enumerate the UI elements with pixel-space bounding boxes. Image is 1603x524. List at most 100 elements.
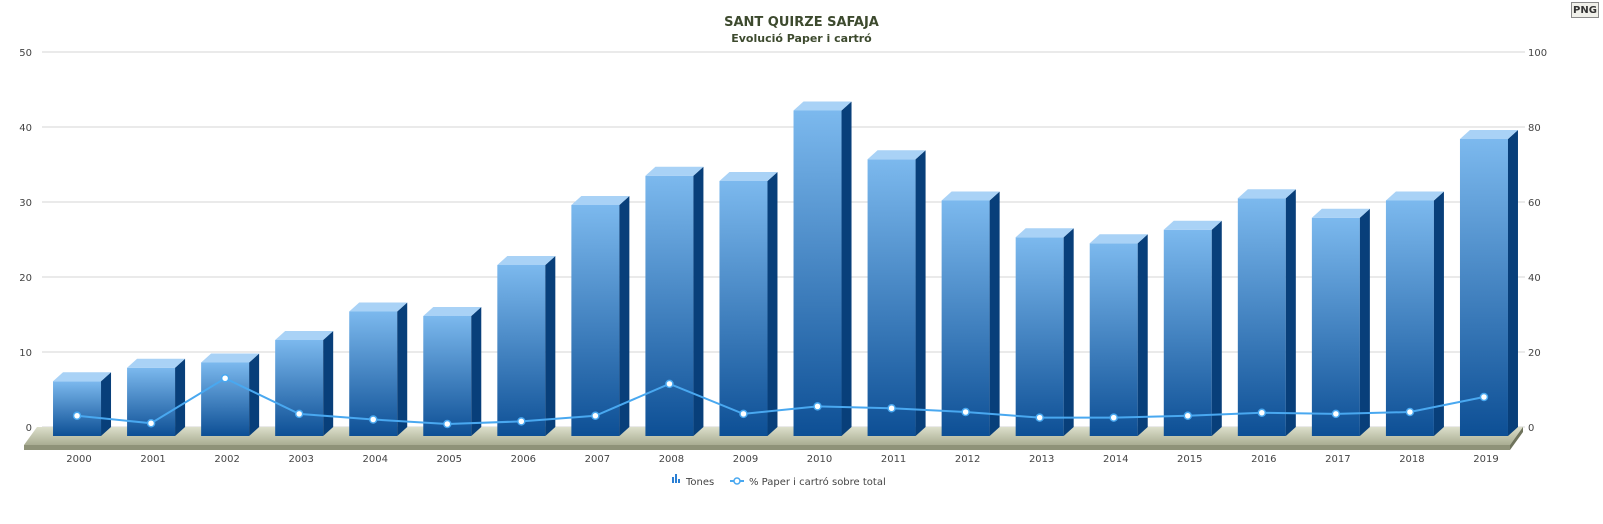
floor-front [24, 445, 1510, 450]
line-point [72, 411, 82, 420]
y-right-tick-label: 100 [1528, 48, 1547, 59]
x-tick-label: 2008 [659, 454, 684, 465]
chart-subtitle: Evolució Paper i cartró [731, 32, 872, 45]
x-tick-label: 2015 [1177, 454, 1202, 465]
line-point [294, 409, 304, 419]
line-point [665, 379, 674, 389]
bar-side [693, 166, 704, 436]
y-left-tick-label: 20 [19, 273, 32, 284]
bar-top [941, 191, 1000, 201]
bar-side [545, 256, 556, 436]
x-tick-label: 2018 [1399, 454, 1424, 465]
bar-top [201, 353, 260, 363]
x-tick-label: 2007 [585, 454, 610, 465]
line-point [961, 407, 970, 417]
bar [1163, 229, 1212, 436]
bar [645, 175, 694, 436]
bar-side [471, 307, 482, 436]
legend-bar-icon [678, 479, 680, 483]
bar-side [1211, 220, 1222, 436]
x-tick-label: 2003 [288, 454, 313, 465]
bar-side [1063, 228, 1074, 436]
bar-top [867, 150, 926, 160]
bar [1459, 139, 1508, 436]
bar [423, 316, 472, 436]
bar [867, 159, 916, 436]
x-tick-label: 2012 [955, 454, 980, 465]
line-point [1035, 413, 1044, 422]
bar-top [571, 196, 630, 205]
bar-side [841, 101, 852, 436]
bar [1237, 198, 1286, 436]
x-tick-label: 2010 [807, 454, 832, 465]
bar-top [349, 302, 408, 312]
y-right-tick-label: 80 [1528, 123, 1541, 134]
bar-side [1507, 130, 1518, 436]
x-tick-label: 2019 [1473, 454, 1498, 465]
axis-labels: 0 10 20 30 40 50 0 20 40 60 80 100 2000 2001 2002 2003 2… [19, 48, 1547, 465]
x-tick-label: 2000 [66, 454, 91, 465]
bar-top [1459, 130, 1518, 139]
bar-top [127, 358, 186, 368]
bar-side [989, 191, 1000, 436]
y-right-tick-label: 60 [1528, 198, 1541, 209]
line-point [1257, 408, 1267, 417]
bar-side [619, 196, 630, 436]
floor-side [1510, 427, 1523, 450]
bar [1089, 243, 1138, 436]
bar-side [175, 358, 186, 436]
line-point [739, 409, 748, 419]
bar-top [1311, 208, 1370, 218]
line-point [1183, 411, 1193, 420]
bar [53, 381, 102, 436]
line-point [887, 404, 896, 413]
bar-top [719, 172, 778, 181]
y-left-tick-label: 50 [19, 48, 32, 59]
y-right-tick-label: 40 [1528, 273, 1541, 284]
y-left-tick-label: 10 [19, 348, 32, 359]
legend: Tones % Paper i cartró sobre total [672, 474, 886, 488]
bar-top [497, 256, 556, 265]
x-tick-label: 2017 [1325, 454, 1350, 465]
x-tick-label: 2006 [511, 454, 536, 465]
legend-label-tones[interactable]: Tones [685, 477, 714, 488]
bar-top [1089, 234, 1148, 244]
bar-side [1433, 191, 1444, 436]
bar-side [1359, 208, 1370, 436]
x-tick-label: 2013 [1029, 454, 1054, 465]
bar-side [323, 331, 334, 436]
bar-top [53, 372, 112, 382]
line-point [1109, 413, 1118, 422]
bar [201, 362, 250, 436]
line-point [591, 411, 600, 420]
bar [719, 181, 768, 436]
bar-series-tones [53, 101, 1518, 436]
bar [275, 340, 324, 436]
line-point [1479, 392, 1489, 402]
line-path [76, 377, 1485, 426]
bar-top [793, 101, 852, 111]
bar-top [1237, 189, 1296, 199]
png-export-button[interactable]: PNG [1571, 2, 1599, 18]
line-point [368, 415, 378, 424]
chart-title: SANT QUIRZE SAFAJA [724, 15, 879, 30]
line-point [220, 374, 230, 383]
bar-top [1385, 191, 1444, 201]
line-point [1331, 409, 1341, 419]
bar-side [1137, 234, 1148, 436]
line-point [813, 402, 822, 411]
line-point [146, 419, 156, 428]
bar [497, 265, 546, 436]
legend-label-percentage[interactable]: % Paper i cartró sobre total [749, 476, 886, 488]
x-tick-label: 2002 [214, 454, 239, 465]
bar [1311, 217, 1360, 436]
bar-top [423, 307, 482, 316]
bar-top [645, 166, 704, 176]
y-left-tick-label: 40 [19, 123, 32, 134]
bar [1015, 237, 1064, 436]
bar-top [1163, 220, 1222, 230]
line-point [1405, 407, 1415, 417]
x-tick-label: 2009 [733, 454, 758, 465]
x-tick-label: 2004 [362, 454, 387, 465]
